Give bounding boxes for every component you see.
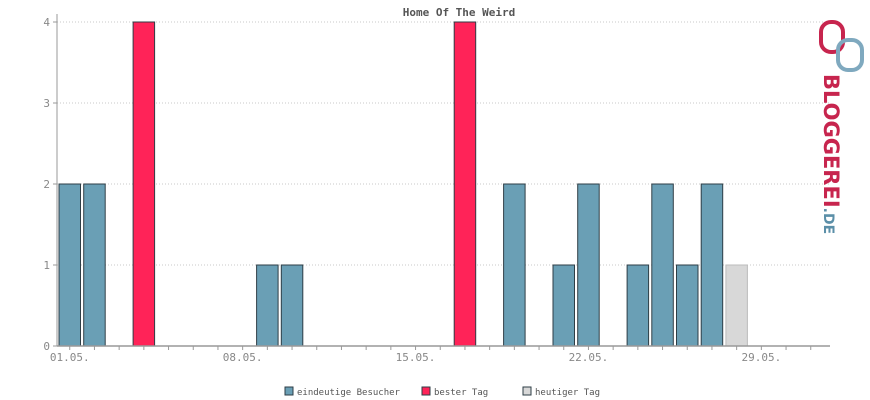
- x-tick-label: 22.05.: [569, 351, 609, 364]
- legend-label: heutiger Tag: [535, 388, 600, 398]
- x-tick-label: 01.05.: [50, 351, 90, 364]
- logo-text: BLOGGEREI.DE: [819, 74, 843, 234]
- y-tick-label: 4: [43, 16, 50, 29]
- legend: eindeutige Besucher bester Tag heutiger Ta…: [284, 386, 600, 398]
- logo-text-suffix: .DE: [820, 208, 836, 235]
- bar: [651, 183, 674, 347]
- bar: [577, 183, 600, 347]
- bar: [256, 264, 279, 347]
- chart-title: Home Of The Weird: [403, 6, 516, 19]
- logo-links-icon: [819, 20, 864, 72]
- bar: [626, 264, 650, 347]
- x-tick-label: 08.05.: [223, 351, 263, 364]
- bar: [83, 183, 106, 347]
- bloggerei-logo: BLOGGEREI.DE: [819, 20, 864, 234]
- y-tick-label: 0: [43, 340, 50, 353]
- x-tick-label: 15.05.: [396, 351, 436, 364]
- y-tick-label: 3: [43, 97, 50, 110]
- bar: [700, 183, 724, 347]
- bar: [58, 183, 81, 347]
- legend-label: bester Tag: [434, 388, 488, 398]
- legend-swatch: [284, 386, 294, 396]
- logo-text-main: BLOGGEREI: [819, 74, 843, 208]
- legend-swatch: [421, 386, 431, 396]
- bar: [725, 264, 748, 347]
- axes: 0 1 2 3 4 01.05. 08.05. 15.05. 22.05. 29.05.: [43, 14, 830, 364]
- bar: [132, 21, 156, 347]
- bar: [453, 21, 477, 347]
- legend-swatch: [522, 386, 532, 396]
- bar: [676, 264, 699, 347]
- bar: [552, 264, 575, 347]
- legend-label: eindeutige Besucher: [297, 388, 401, 398]
- x-tick-label: 29.05.: [741, 351, 781, 364]
- bar: [280, 264, 304, 347]
- y-tick-label: 2: [43, 178, 50, 191]
- y-tick-label: 1: [43, 259, 50, 272]
- bar: [503, 183, 526, 347]
